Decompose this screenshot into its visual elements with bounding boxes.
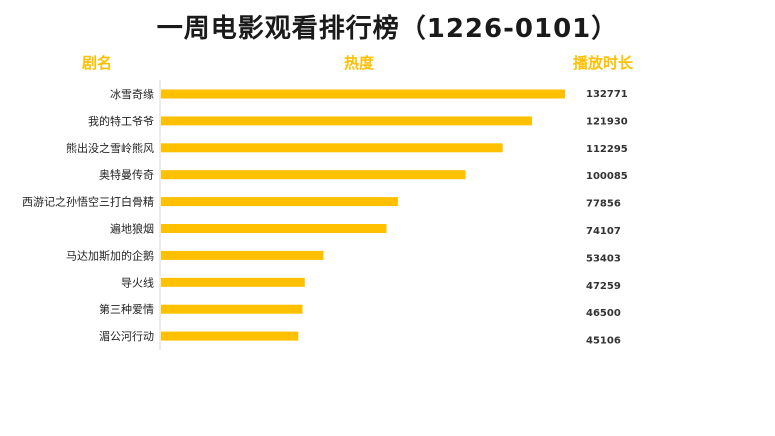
- bar: [161, 89, 565, 99]
- duration-column-header: 播放时长: [573, 54, 634, 72]
- category-label: 湄公河行动: [99, 330, 154, 343]
- category-label: 遍地狼烟: [110, 222, 154, 236]
- chart-title: 一周电影观看排行榜（1226-0101）: [156, 14, 619, 44]
- category-label: 奥特曼传奇: [99, 168, 154, 182]
- bar: [161, 170, 466, 180]
- value-label: 45106: [586, 336, 621, 347]
- category-label: 导火线: [121, 275, 154, 289]
- value-label: 132771: [586, 89, 628, 100]
- value-label: 121930: [586, 116, 628, 127]
- value-label: 47259: [586, 281, 621, 292]
- value-label: 77856: [586, 199, 621, 210]
- category-label: 西游记之孙悟空三打白骨精: [22, 195, 154, 209]
- value-label: 74107: [586, 226, 621, 237]
- bar: [161, 331, 299, 341]
- bar: [161, 304, 303, 314]
- name-column-header: 剧名: [82, 54, 113, 72]
- value-label: 46500: [586, 308, 621, 319]
- category-label: 马达加斯加的企鹅: [66, 248, 154, 262]
- value-label: 53403: [586, 253, 621, 264]
- bar: [161, 116, 533, 126]
- category-label: 冰雪奇缘: [110, 88, 154, 101]
- category-label: 熊出没之雪岭熊风: [66, 141, 154, 155]
- bar: [161, 197, 398, 207]
- value-label: 100085: [586, 171, 628, 182]
- value-label: 112295: [586, 144, 628, 155]
- category-label: 我的特工爷爷: [88, 114, 154, 128]
- heat-column-header: 热度: [344, 54, 375, 72]
- bar: [161, 277, 305, 287]
- category-label: 第三种爱情: [99, 302, 154, 316]
- bar: [161, 224, 387, 233]
- bar: [161, 250, 324, 260]
- bar: [161, 143, 503, 153]
